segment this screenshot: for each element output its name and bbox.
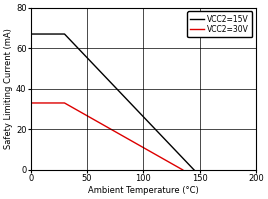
Line: VCC2=30V: VCC2=30V xyxy=(31,103,183,170)
X-axis label: Ambient Temperature (°C): Ambient Temperature (°C) xyxy=(88,186,199,195)
Legend: VCC2=15V, VCC2=30V: VCC2=15V, VCC2=30V xyxy=(187,12,252,37)
VCC2=30V xyxy=(63,102,66,104)
Line: VCC2=15V: VCC2=15V xyxy=(31,34,194,170)
VCC2=30V xyxy=(29,102,32,104)
Y-axis label: Safety Limiting Current (mA): Safety Limiting Current (mA) xyxy=(4,28,13,149)
VCC2=30V xyxy=(181,169,184,171)
VCC2=15V xyxy=(192,169,196,171)
VCC2=15V xyxy=(29,33,32,35)
VCC2=15V xyxy=(63,33,66,35)
